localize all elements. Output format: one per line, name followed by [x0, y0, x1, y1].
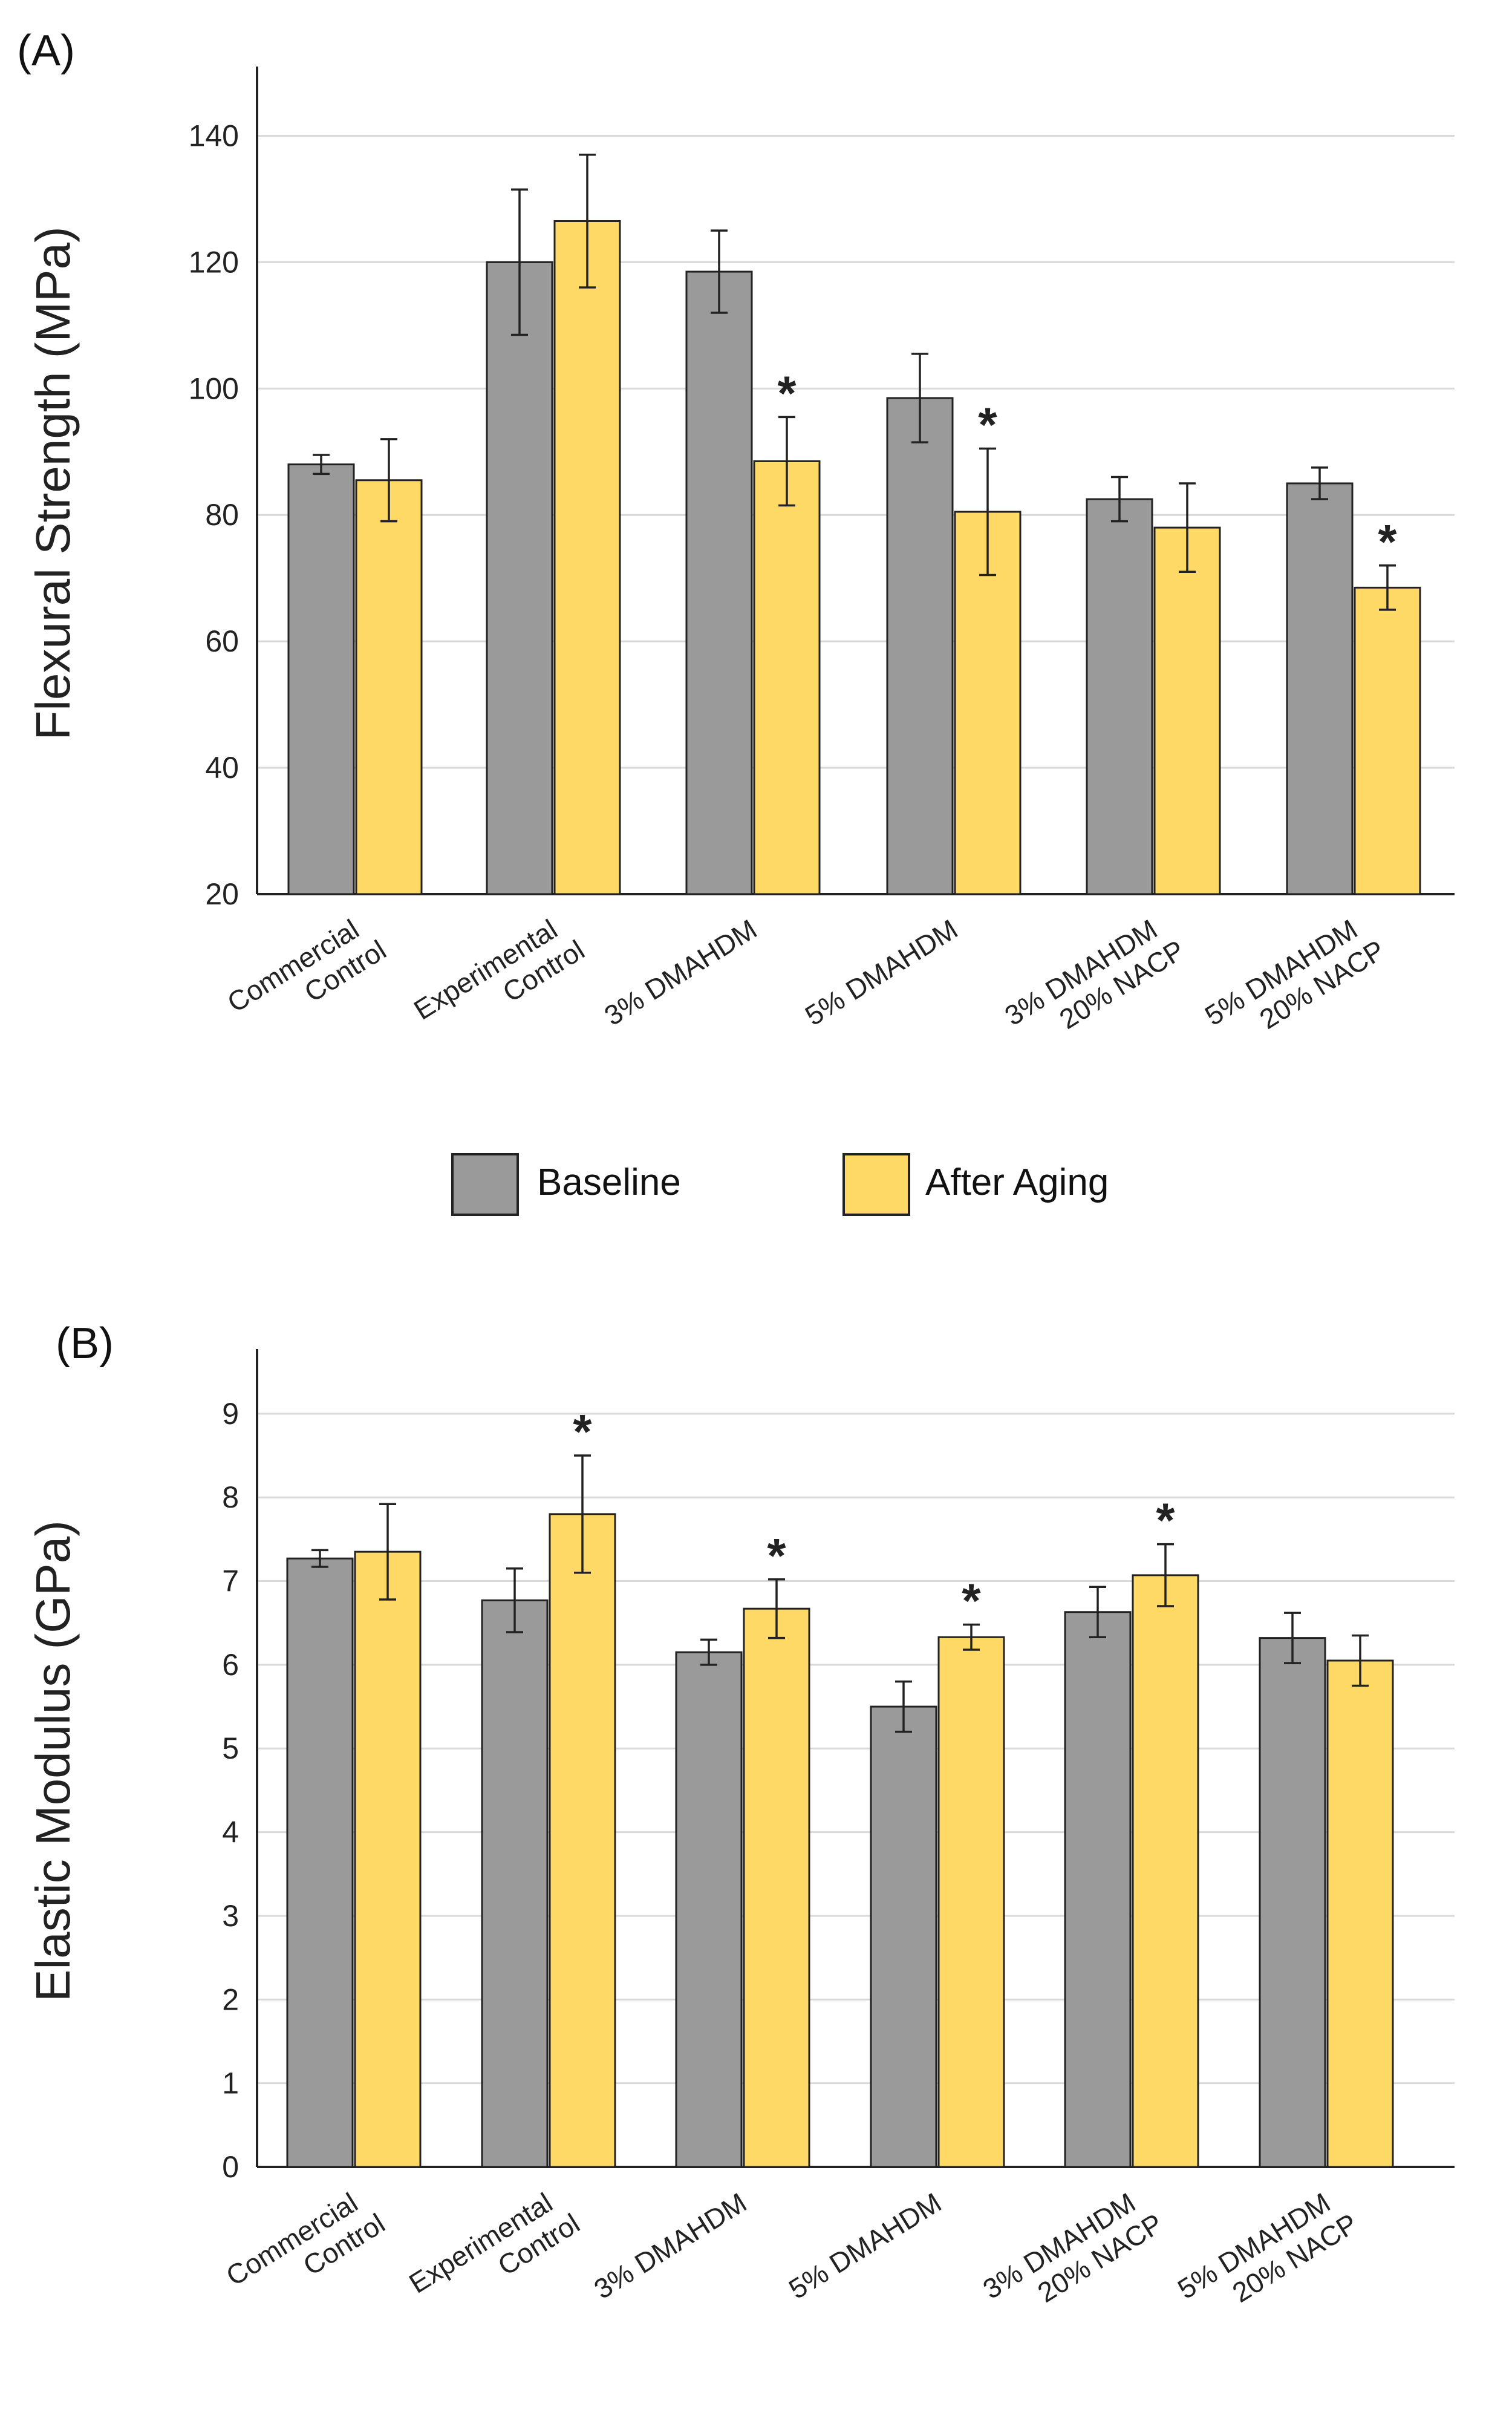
- legend-swatch-after-aging: [842, 1153, 910, 1216]
- bar-baseline: [870, 1705, 937, 2168]
- bar-after-aging: [1326, 1659, 1394, 2168]
- bar-baseline: [286, 1557, 354, 2168]
- significance-marker: *: [1156, 1494, 1175, 1547]
- y-tick-label: 3: [222, 1899, 239, 1933]
- x-category-label: 5% DMAHDM: [800, 913, 963, 1031]
- y-tick-label: 9: [222, 1397, 239, 1431]
- y-tick-label: 7: [222, 1564, 239, 1598]
- y-tick-label: 2: [222, 1982, 239, 2016]
- panel-label: (B): [56, 1319, 114, 1368]
- x-category-line: 3% DMAHDM: [599, 913, 762, 1031]
- significance-marker: *: [978, 398, 997, 452]
- x-category-label: CommercialControl: [222, 907, 392, 1046]
- x-category-label: 3% DMAHDM20% NACP: [999, 907, 1190, 1059]
- x-category-label: 5% DMAHDM20% NACP: [1172, 2180, 1363, 2332]
- bar-after-aging: [1354, 586, 1421, 895]
- bar-baseline: [685, 270, 753, 895]
- bar-baseline: [1286, 482, 1354, 895]
- y-tick-label: 40: [205, 751, 239, 785]
- bar-after-aging: [1132, 1574, 1199, 2168]
- panel-label: (A): [17, 27, 75, 75]
- y-tick-label: 5: [222, 1731, 239, 1765]
- y-axis-title: Flexural Strength (MPa): [26, 226, 80, 740]
- significance-marker: *: [767, 1529, 786, 1583]
- y-tick-label: 1: [222, 2067, 239, 2100]
- x-category-label: ExperimentalControl: [408, 907, 590, 1053]
- bar-baseline: [481, 1599, 549, 2168]
- y-tick-label: 100: [189, 371, 239, 405]
- bar-baseline: [1259, 1637, 1326, 2168]
- legend-swatch-baseline: [451, 1153, 519, 1216]
- legend-label-baseline: Baseline: [537, 1162, 681, 1203]
- bar-baseline: [886, 397, 954, 895]
- y-tick-label: 20: [205, 877, 239, 911]
- significance-marker: *: [573, 1405, 592, 1459]
- y-tick-label: 80: [205, 498, 239, 532]
- y-tick-label: 6: [222, 1648, 239, 1682]
- bar-baseline: [287, 463, 355, 895]
- bar-baseline: [1086, 498, 1153, 895]
- x-category-line: 3% DMAHDM: [588, 2186, 752, 2305]
- x-category-label: 5% DMAHDM20% NACP: [1199, 907, 1390, 1059]
- panel-b-chart: (B) 0 1 2 3 4 5 6 7 8 9 Elastic Modulus (GPa) * * * * Co…: [26, 1319, 1455, 2332]
- x-category-label: 3% DMAHDM: [588, 2186, 752, 2305]
- bar-after-aging: [354, 1550, 422, 2168]
- bar-after-aging: [743, 1607, 810, 2168]
- y-tick-label: 4: [222, 1815, 239, 1849]
- y-tick-label: 8: [222, 1480, 239, 1514]
- legend: Baseline After Aging: [451, 1153, 1109, 1216]
- panel-a-chart: (A) 20 40 60 80 100 120 140 Flexural Strength (M…: [17, 27, 1455, 1059]
- x-category-line: 5% DMAHDM: [783, 2186, 947, 2305]
- y-tick-label: 60: [205, 624, 239, 658]
- x-category-label: 5% DMAHDM: [783, 2186, 947, 2305]
- y-tick-label: 120: [189, 245, 239, 279]
- significance-marker: *: [962, 1573, 981, 1627]
- x-category-line: 5% DMAHDM: [800, 913, 963, 1031]
- x-category-label: 3% DMAHDM: [599, 913, 762, 1031]
- bar-baseline: [486, 261, 553, 895]
- bar-after-aging: [549, 1513, 616, 2168]
- y-tick-label: 140: [189, 119, 239, 152]
- bar-after-aging: [553, 220, 621, 895]
- significance-marker: *: [777, 366, 797, 420]
- bar-baseline: [1064, 1611, 1132, 2168]
- x-category-label: ExperimentalControl: [403, 2180, 585, 2327]
- y-tick-label: 0: [222, 2150, 239, 2184]
- x-category-label: 3% DMAHDM20% NACP: [977, 2180, 1168, 2332]
- x-category-label: CommercialControl: [221, 2180, 391, 2319]
- significance-marker: *: [1378, 515, 1397, 569]
- y-axis-title: Elastic Modulus (GPa): [26, 1520, 80, 2002]
- bar-after-aging: [753, 460, 821, 895]
- bar-after-aging: [937, 1636, 1005, 2168]
- bar-baseline: [675, 1651, 743, 2168]
- bar-after-aging: [355, 479, 423, 895]
- bar-after-aging: [1153, 526, 1221, 895]
- legend-label-after-aging: After Aging: [925, 1162, 1109, 1203]
